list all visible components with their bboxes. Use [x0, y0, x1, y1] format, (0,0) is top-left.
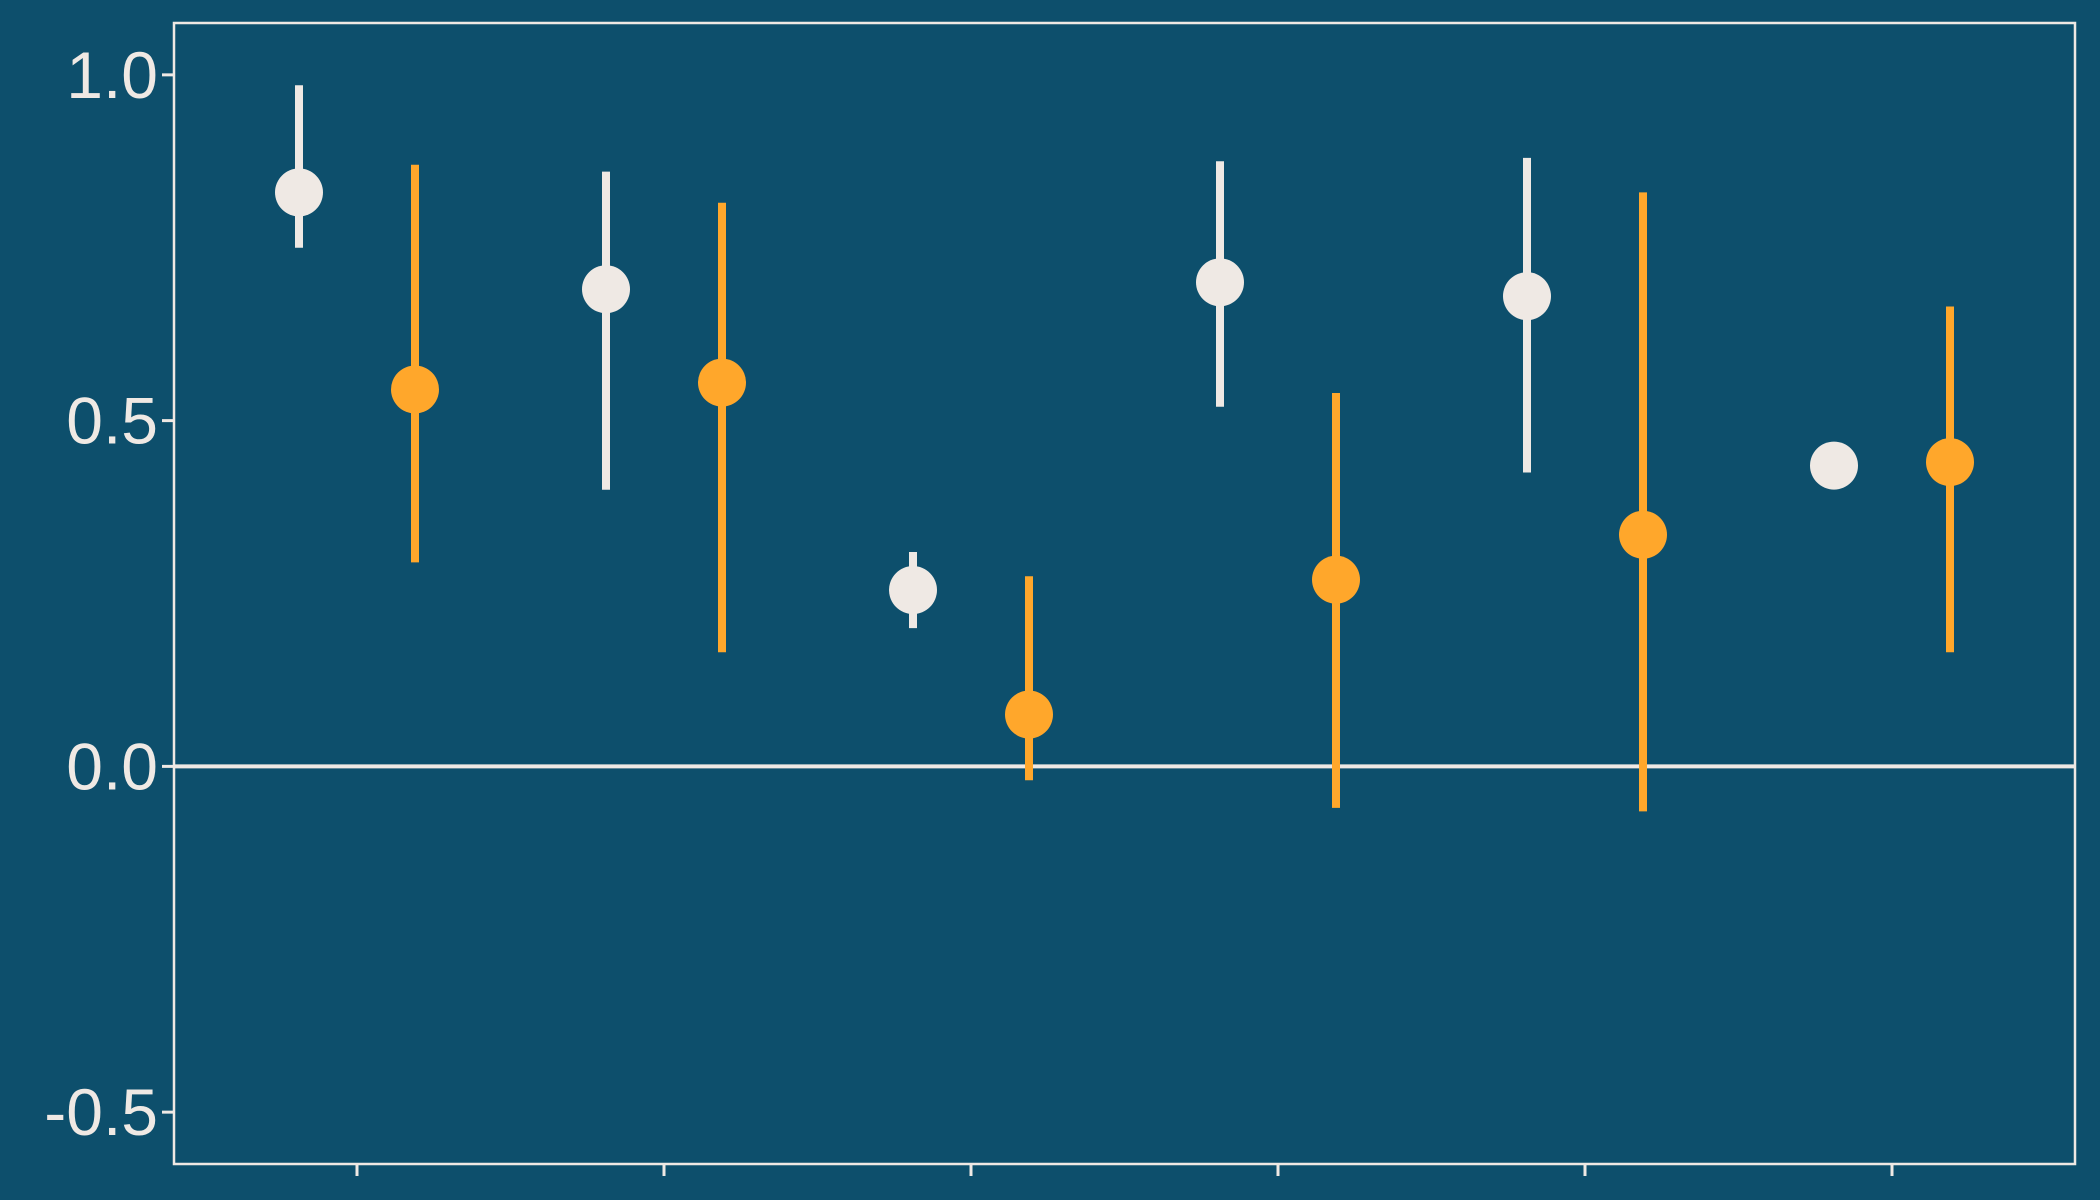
axes-layer: 1.0 0.5 0.0 -0.5	[44, 21, 2077, 1176]
y-tick-label: 1.0	[66, 38, 158, 112]
data-point	[1503, 272, 1551, 321]
data-point	[698, 358, 746, 407]
data-point	[582, 265, 630, 314]
data-point	[275, 168, 323, 217]
data-point	[391, 365, 439, 414]
plot-frame	[172, 21, 2077, 1166]
data-point	[1619, 510, 1667, 559]
data-point	[1312, 555, 1360, 604]
data-point	[1926, 438, 1974, 487]
y-tick-label: -0.5	[44, 1075, 158, 1149]
data-point	[1196, 258, 1244, 307]
data-point	[889, 566, 937, 615]
marks-layer	[275, 85, 1974, 812]
data-point	[1005, 690, 1053, 739]
y-tick-label: 0.5	[66, 384, 158, 458]
y-tick-label: 0.0	[66, 729, 158, 803]
data-point	[1810, 441, 1858, 490]
